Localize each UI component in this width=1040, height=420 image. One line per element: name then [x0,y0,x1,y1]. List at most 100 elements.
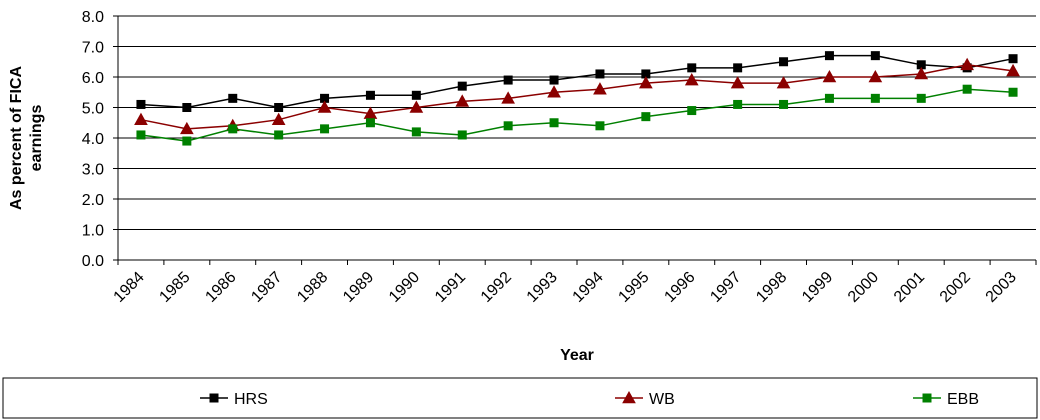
series-wb-point [960,57,974,71]
x-tick-label: 1993 [524,269,561,306]
y-tick-label: 0.0 [82,253,104,270]
series-ebb-point [503,121,513,131]
series-wb-point [547,85,561,98]
series-ebb-point [641,112,651,122]
x-tick-label: 1999 [799,269,836,306]
series-ebb-point [228,124,238,134]
series-wb-point [593,82,607,95]
legend-marker-ebb [922,393,932,403]
x-tick-label: 1988 [294,269,331,306]
y-tick-label: 5.0 [82,101,104,118]
x-axis-title: Year [560,347,594,364]
series-hrs-point [824,51,834,61]
series-ebb-point [687,106,697,116]
series-hrs-point [320,93,330,103]
series-hrs-point [733,63,743,73]
series-ebb-point [549,118,559,128]
series-hrs-point [779,57,789,67]
series-ebb-point [457,130,467,140]
series-wb-point [914,66,929,80]
series-ebb-point [733,99,743,109]
x-tick-label: 2001 [891,269,928,306]
y-tick-labels: 0.0 1.0 2.0 3.0 4.0 5.0 6.0 7.0 8.0 [82,9,118,270]
series-wb-point [730,76,745,89]
x-tick-label: 1995 [615,269,652,306]
series-ebb-point [136,130,146,140]
x-tick-label: 1985 [156,269,193,306]
series-hrs-point [228,93,238,103]
series-ebb-point [320,124,330,134]
series-ebb-point [824,93,834,103]
series-wb-point [684,73,699,86]
series-wb-point [501,91,515,104]
series-wb-point [180,121,194,135]
series-ebb-point [1008,87,1018,97]
x-tick-label: 1994 [570,269,607,306]
series-ebb [136,84,1018,146]
legend-item-wb: WB [615,390,675,408]
x-tick-label: 2003 [983,269,1020,306]
series-hrs-point [641,69,651,79]
series-wb-point [455,94,470,107]
series-ebb-point [365,118,375,128]
series-hrs-point [365,90,375,100]
y-tick-label: 2.0 [82,192,104,209]
series-ebb-line [140,88,1014,142]
series-ebb-point [962,84,972,94]
y-axis-title-line-2: earnings [28,105,45,172]
x-tick-label: 1996 [661,269,698,306]
series-wb-point [639,76,653,89]
series-wb-point [134,112,148,125]
series-hrs-point [549,75,559,85]
series-lines [134,51,1020,146]
series-ebb-point [274,130,284,140]
legend: HRS WB EBB [2,377,1038,419]
legend-item-hrs: HRS [200,391,268,408]
legend-item-ebb: EBB [913,391,979,408]
x-tick-label: 2000 [845,269,882,306]
x-tick-label: 2002 [937,269,974,306]
x-tick-label: 1987 [248,269,285,306]
series-hrs-point [136,99,146,109]
series-wb-point [271,112,286,125]
series-ebb-point [870,93,880,103]
y-tick-label: 4.0 [82,131,104,148]
series-hrs [136,51,1018,112]
y-tick-label: 7.0 [82,40,104,57]
series-wb-line [140,64,1014,130]
series-wb-point [1006,63,1020,77]
legend-label-wb: WB [649,391,675,408]
x-tick-label: 1997 [707,269,744,306]
series-hrs-point [1008,54,1018,64]
x-tick-label: 1984 [111,269,148,306]
series-hrs-point [916,60,926,70]
series-ebb-point [779,99,789,109]
x-tick-labels: 1984 1985 1986 1987 1988 1989 1990 1991 1992 1993… [111,260,1037,306]
y-tick-label: 6.0 [82,70,104,87]
series-ebb-point [916,93,926,103]
series-hrs-point [411,90,421,100]
x-tick-label: 1991 [432,269,469,306]
series-wb-point [868,69,883,83]
legend-box [2,377,1038,419]
x-tick-label: 1989 [340,269,377,306]
series-wb-point [822,69,837,83]
series-hrs-point [274,103,284,112]
series-ebb-point [411,127,421,137]
series-wb-point [409,100,424,113]
y-axis-title-line-1: As percent of FICA [8,66,25,210]
legend-marker-hrs [209,393,219,403]
y-tick-label: 3.0 [82,162,104,179]
series-ebb-point [182,136,192,146]
series-wb [134,57,1020,135]
series-hrs-line [140,54,1014,109]
y-tick-label: 1.0 [82,223,104,240]
x-tick-label: 1992 [478,269,515,306]
x-tick-label: 1998 [753,269,790,306]
series-hrs-point [503,75,513,85]
series-wb-point [776,76,791,89]
series-ebb-point [595,121,605,131]
legend-marker-wb [622,390,636,404]
series-hrs-point [687,63,697,73]
